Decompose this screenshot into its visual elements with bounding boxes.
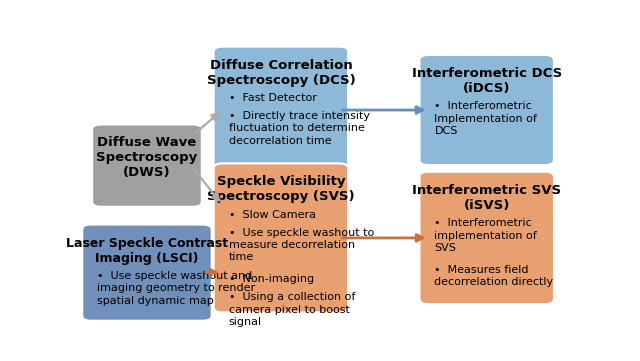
Text: •  Using a collection of
camera pixel to boost
signal: • Using a collection of camera pixel to …: [228, 292, 355, 327]
Text: •  Non-imaging: • Non-imaging: [228, 274, 314, 284]
Text: •  Use speckle washout and
imaging geometry to render
spatial dynamic map: • Use speckle washout and imaging geomet…: [97, 271, 255, 306]
Text: Diffuse Correlation
Spectroscopy (DCS): Diffuse Correlation Spectroscopy (DCS): [207, 58, 355, 87]
Text: •  Interferometric
implementation of
SVS: • Interferometric implementation of SVS: [435, 218, 537, 253]
FancyBboxPatch shape: [214, 47, 348, 173]
Text: •  Measures field
decorrelation directly: • Measures field decorrelation directly: [435, 265, 554, 287]
FancyBboxPatch shape: [419, 172, 554, 304]
Text: Diffuse Wave
Spectroscopy
(DWS): Diffuse Wave Spectroscopy (DWS): [97, 136, 198, 179]
Text: •  Directly trace intensity
fluctuation to determine
decorrelation time: • Directly trace intensity fluctuation t…: [228, 111, 369, 146]
FancyBboxPatch shape: [92, 125, 202, 207]
Text: Interferometric SVS
(iSVS): Interferometric SVS (iSVS): [412, 184, 561, 212]
Text: •  Slow Camera: • Slow Camera: [228, 210, 316, 220]
Text: •  Interferometric
Implementation of
DCS: • Interferometric Implementation of DCS: [435, 101, 537, 136]
Text: Speckle Visibility
Spectroscopy (SVS): Speckle Visibility Spectroscopy (SVS): [207, 175, 355, 203]
FancyBboxPatch shape: [419, 55, 554, 165]
FancyBboxPatch shape: [82, 225, 212, 321]
Text: •  Use speckle washout to
measure decorrelation
time: • Use speckle washout to measure decorre…: [228, 228, 374, 262]
FancyBboxPatch shape: [214, 164, 348, 312]
Text: Laser Speckle Contrast
Imaging (LSCI): Laser Speckle Contrast Imaging (LSCI): [66, 236, 228, 265]
Text: •  Fast Detector: • Fast Detector: [228, 93, 316, 103]
Text: Interferometric DCS
(iDCS): Interferometric DCS (iDCS): [412, 67, 562, 95]
